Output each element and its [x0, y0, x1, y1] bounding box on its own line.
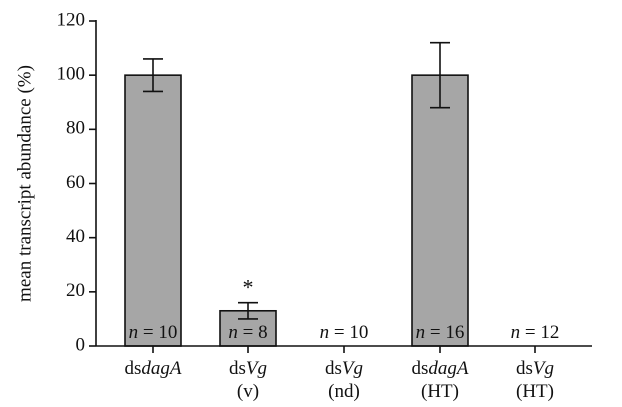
y-tick-label: 100: [57, 64, 86, 85]
x-tick-label: dsVg: [229, 358, 267, 379]
x-tick-sublabel: (HT): [421, 381, 459, 402]
plot-area: n = 10 n = 8 n = 10 n = 16 n = 12 *: [124, 41, 560, 347]
y-tick-label: 0: [76, 334, 86, 355]
bar: [411, 74, 469, 347]
n-label: n = 10: [129, 322, 178, 343]
n-label: n = 16: [416, 322, 465, 343]
significance-marker: *: [243, 275, 254, 300]
x-tick-sublabel: (nd): [328, 381, 360, 402]
x-ticks: dsdagA dsVg(v)dsVg(nd)dsdagA(HT)dsVg(HT): [124, 346, 554, 402]
n-label: n = 10: [320, 322, 369, 343]
x-tick-label: dsVg: [516, 358, 554, 379]
y-axis-label: mean transcript abundance (%): [14, 65, 35, 302]
error-bar: [238, 301, 258, 320]
x-tick-sublabel: (v): [237, 381, 259, 402]
y-tick-label: 40: [66, 226, 85, 247]
y-tick-label: 60: [66, 172, 85, 193]
n-label: n = 8: [228, 322, 267, 343]
x-tick-label: dsdagA: [411, 358, 468, 379]
x-tick-sublabel: (HT): [516, 381, 554, 402]
y-tick-label: 20: [66, 280, 85, 301]
y-tick-label: 120: [57, 9, 86, 30]
bar: [124, 74, 182, 347]
x-tick-label: dsdagA: [124, 358, 181, 379]
y-ticks: 0 20 40 60 80 100 120: [57, 9, 96, 355]
y-tick-label: 80: [66, 118, 85, 139]
error-bar: [430, 41, 450, 109]
x-tick-label: dsVg: [325, 358, 363, 379]
n-label: n = 12: [511, 322, 560, 343]
error-bar: [143, 58, 163, 93]
